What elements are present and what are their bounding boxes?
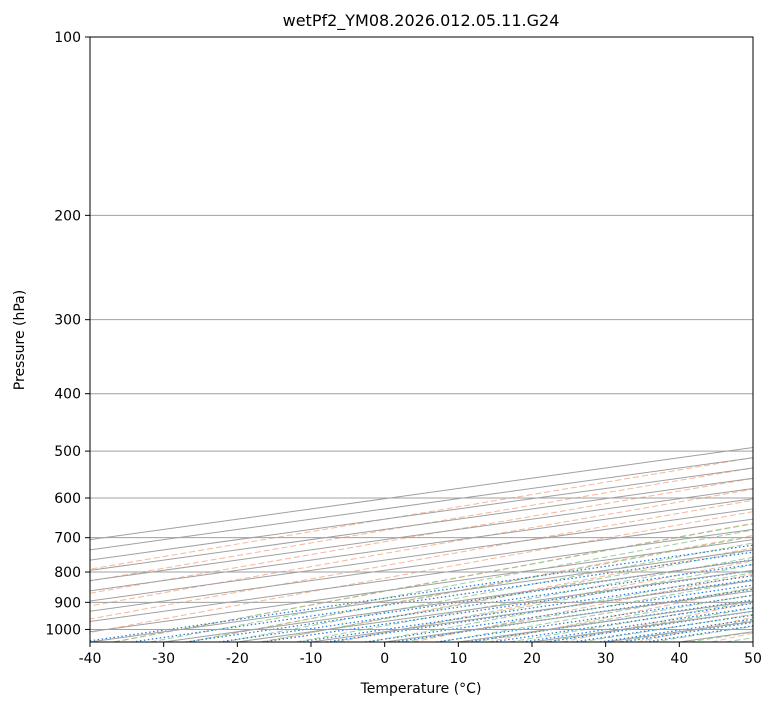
y-tick-label: 600	[54, 491, 81, 507]
x-tick-label: 50	[744, 651, 762, 667]
moist-adiabat	[332, 564, 753, 642]
y-tick-label: 200	[54, 208, 81, 224]
moist-adiabat	[509, 601, 753, 642]
isotherm	[90, 477, 753, 571]
y-tick-label: 1000	[45, 622, 81, 638]
y-tick-label: 900	[54, 595, 81, 611]
isotherm	[237, 569, 753, 642]
dry-adiabat	[338, 560, 753, 642]
moist-adiabat	[150, 529, 753, 642]
y-tick-label: 500	[54, 444, 81, 460]
mixing-ratio-line	[326, 578, 753, 642]
dry-adiabat	[90, 457, 753, 570]
x-tick-label: 40	[670, 651, 688, 667]
x-tick-label: -30	[152, 651, 175, 667]
moist-adiabat	[652, 625, 753, 642]
isotherm	[90, 467, 753, 561]
y-tick-label: 100	[54, 30, 81, 46]
x-tick-label: 10	[449, 651, 467, 667]
isotherm	[310, 580, 753, 642]
x-axis-label: Temperature (°C)	[360, 681, 482, 697]
dry-adiabat	[90, 477, 753, 594]
isotherm	[679, 631, 753, 642]
plot-frame	[89, 36, 754, 643]
isotherm	[90, 457, 753, 551]
dry-adiabat	[636, 616, 753, 642]
isotherm	[458, 600, 753, 642]
x-tick-label: -40	[79, 651, 102, 667]
isotherm	[90, 528, 753, 623]
isotherm	[90, 487, 753, 582]
dry-adiabat	[114, 522, 753, 642]
mixing-ratio-line	[131, 551, 753, 642]
isotherm	[605, 621, 753, 642]
dry-adiabat	[90, 488, 753, 607]
moist-adiabat	[223, 542, 753, 642]
moist-adiabat	[113, 523, 753, 642]
moist-adiabat	[260, 549, 753, 642]
isotherm	[90, 518, 753, 612]
x-tick-label: 20	[523, 651, 541, 667]
y-tick-label: 800	[54, 565, 81, 581]
isotherm	[384, 590, 753, 642]
y-axis-label: Pressure (hPa)	[12, 290, 28, 390]
x-tick-label: 30	[597, 651, 615, 667]
x-tick-label: -10	[300, 651, 323, 667]
isotherm	[90, 498, 753, 592]
mixing-ratio-line	[492, 602, 753, 642]
y-tick-label: 400	[54, 387, 81, 403]
mixing-ratio-line	[436, 594, 753, 642]
isotherm	[752, 641, 753, 642]
isotherm	[90, 539, 753, 633]
dry-adiabat	[263, 547, 753, 642]
moist-adiabat	[580, 613, 753, 642]
mixing-ratio-line	[90, 544, 753, 642]
dry-adiabat	[487, 587, 753, 642]
x-tick-label: -20	[226, 651, 249, 667]
isotherm	[90, 447, 753, 541]
moist-adiabat	[367, 571, 753, 642]
moist-adiabat	[187, 535, 753, 642]
y-tick-label: 700	[54, 531, 81, 547]
y-axis-ticks: 100 200 300 400 500 600 700 800 900 1000	[45, 30, 90, 638]
isotherm	[90, 508, 753, 602]
x-tick-label: 0	[380, 651, 389, 667]
y-tick-label: 300	[54, 313, 81, 329]
dry-adiabat	[188, 534, 753, 642]
mixing-ratio-line	[522, 607, 753, 642]
chart-title: wetPf2_YM08.2026.012.05.11.G24	[283, 11, 560, 31]
moist-adiabat	[544, 607, 753, 642]
background-lines	[90, 37, 753, 642]
x-axis-ticks: -40 -30 -20 -10 0 10 20 30 40 50	[79, 642, 762, 667]
isotherm	[531, 610, 753, 642]
dry-adiabat	[90, 499, 753, 620]
dry-adiabat	[90, 511, 753, 634]
isotherm	[163, 559, 753, 642]
dry-adiabat	[90, 467, 753, 582]
